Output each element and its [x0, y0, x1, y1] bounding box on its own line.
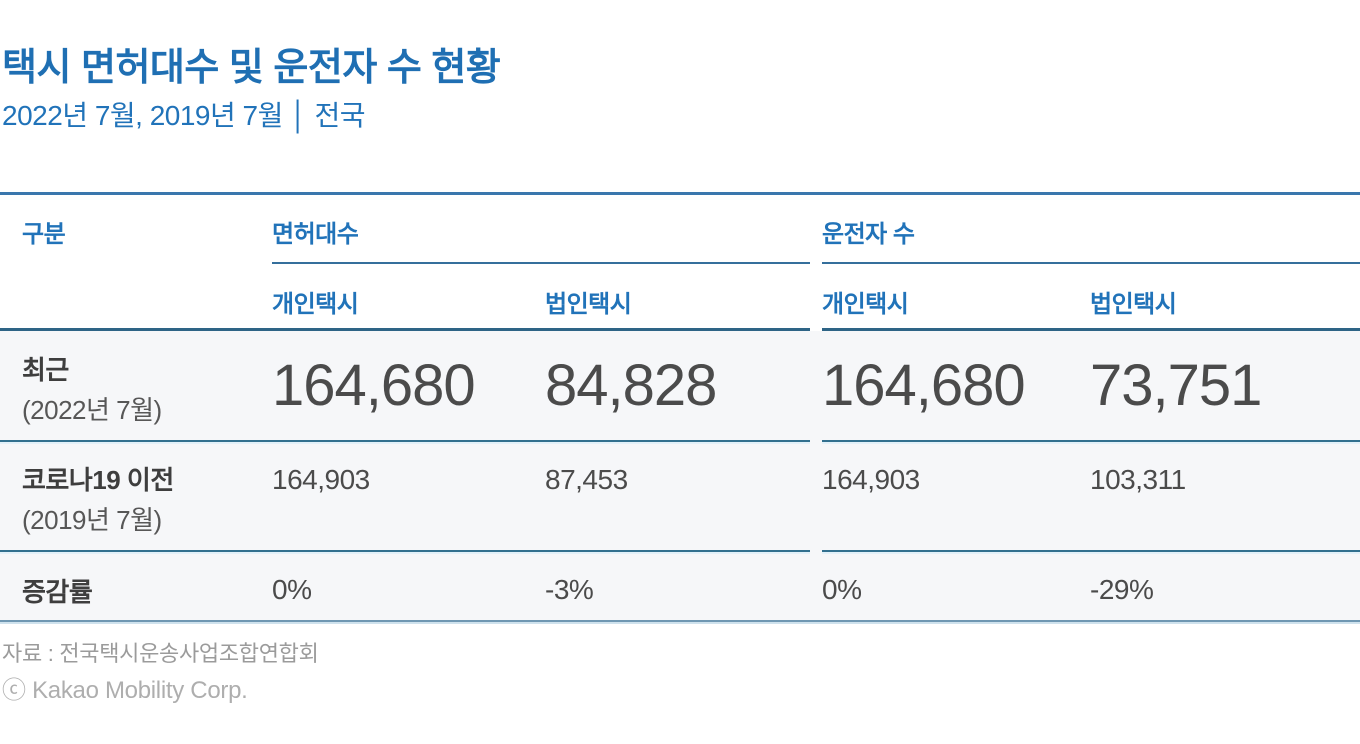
header-bottom-border-right: [822, 328, 1360, 331]
value-change-license-individual: 0%: [272, 574, 312, 605]
table-bottom-border: [0, 620, 1360, 622]
value-recent-license-corporate: 84,828: [545, 353, 717, 418]
row-sublabel-recent-date: (2022년 7월): [22, 395, 162, 425]
group-underline-driver: [822, 262, 1360, 264]
row-separator-2-left: [0, 550, 810, 552]
row-label-change-rate: 증감률: [22, 577, 93, 607]
column-group-license-count: 면허대수: [272, 221, 359, 248]
subheader-driver-individual-taxi: 개인택시: [822, 291, 909, 318]
column-header-category: 구분: [22, 221, 66, 248]
value-recent-driver-corporate: 73,751: [1090, 353, 1262, 418]
value-change-license-corporate: -3%: [545, 574, 594, 605]
subheader-license-individual-taxi: 개인택시: [272, 291, 359, 318]
row-label-recent: 최근: [22, 355, 69, 385]
table-body-background: [0, 331, 1360, 620]
row-separator-2-right: [822, 550, 1360, 552]
value-precovid-driver-corporate: 103,311: [1090, 464, 1186, 495]
group-underline-license: [272, 262, 810, 264]
page-subtitle: 2022년 7월, 2019년 7월 │ 전국: [2, 100, 365, 131]
column-group-driver-count: 운전자 수: [822, 221, 915, 248]
source-note: 자료 : 전국택시운송사업조합연합회: [2, 641, 319, 666]
value-change-driver-individual: 0%: [822, 574, 862, 605]
value-precovid-license-corporate: 87,453: [545, 464, 628, 495]
page-title: 택시 면허대수 및 운전자 수 현황: [2, 47, 501, 89]
subheader-license-corporate-taxi: 법인택시: [545, 291, 632, 318]
value-recent-license-individual: 164,680: [272, 353, 476, 418]
value-recent-driver-individual: 164,680: [822, 353, 1026, 418]
row-label-pre-covid: 코로나19 이전: [22, 465, 174, 495]
row-sublabel-pre-covid-date: (2019년 7월): [22, 505, 162, 535]
copyright-notice: ⓒ Kakao Mobility Corp.: [2, 677, 248, 704]
subheader-driver-corporate-taxi: 법인택시: [1090, 291, 1177, 318]
value-change-driver-corporate: -29%: [1090, 574, 1154, 605]
row-separator-1-left: [0, 440, 810, 442]
row-separator-1-right: [822, 440, 1360, 442]
value-precovid-license-individual: 164,903: [272, 464, 370, 495]
value-precovid-driver-individual: 164,903: [822, 464, 920, 495]
table-top-border: [0, 192, 1360, 195]
header-bottom-border-left: [0, 328, 810, 331]
